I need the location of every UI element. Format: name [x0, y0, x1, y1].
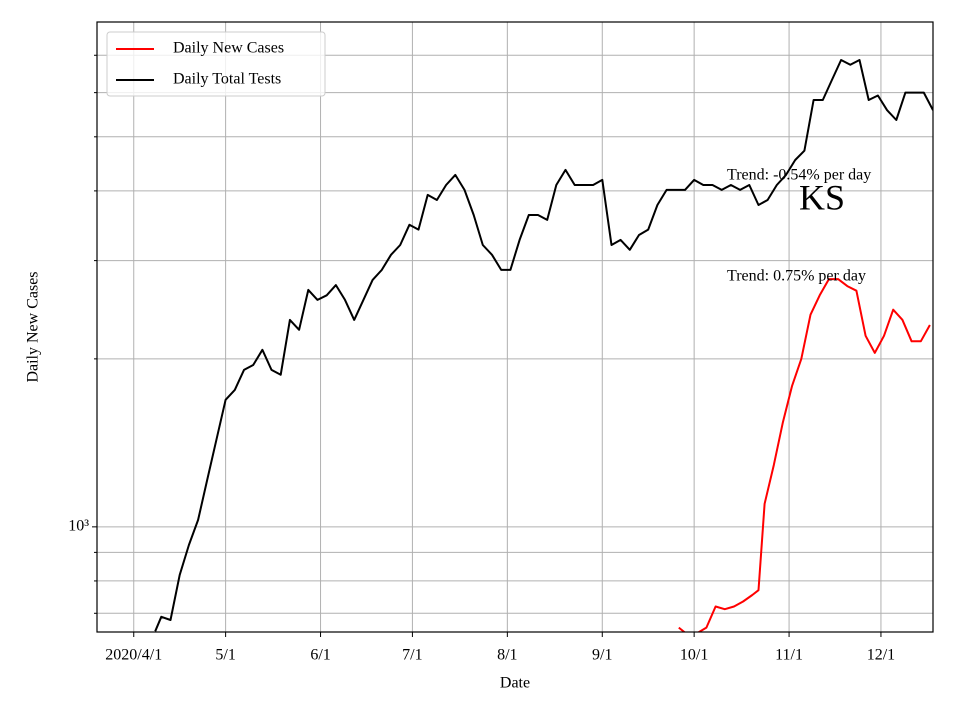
legend: Daily New Cases Daily Total Tests [106, 31, 326, 97]
x-tick-label: 8/1 [497, 647, 517, 664]
x-tick-label: 7/1 [402, 647, 422, 664]
y-axis-label: Daily New Cases [25, 271, 42, 382]
x-tick-label: 12/1 [867, 647, 895, 664]
x-tick-label: 10/1 [680, 647, 708, 664]
legend-box [106, 31, 326, 97]
series-line [678, 278, 931, 632]
x-tick-label: 5/1 [215, 647, 235, 664]
legend-label: Daily New Cases [173, 40, 284, 57]
x-tick-label: 6/1 [310, 647, 330, 664]
x-tick-label: 2020/4/1 [105, 647, 162, 664]
annotation: Trend: -0.54% per day [727, 167, 871, 184]
annotation: Trend: 0.75% per day [727, 268, 866, 285]
chart-title: KS [799, 177, 845, 217]
series-line [154, 59, 933, 632]
legend-label: Daily Total Tests [173, 71, 281, 88]
plot-lines [154, 59, 933, 632]
x-tick-label: 9/1 [592, 647, 612, 664]
x-axis-label: Date [500, 675, 530, 692]
grid: 2020/4/1 5/1 6/1 7/1 8/1 9/1 10/1 11/1 12/1 10³ [68, 22, 933, 664]
y-tick-label: 10³ [68, 518, 89, 535]
x-tick-label: 11/1 [775, 647, 803, 664]
plot-frame [96, 21, 934, 633]
